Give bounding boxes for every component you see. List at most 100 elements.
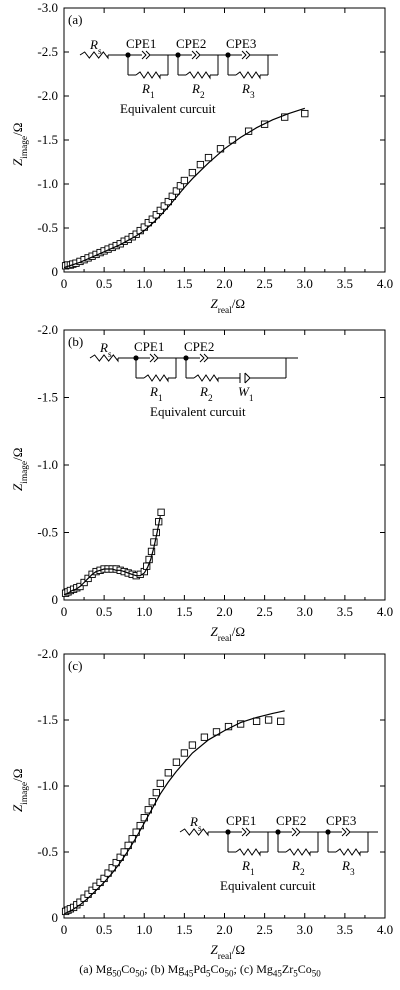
data-point bbox=[157, 508, 165, 516]
x-tick-label: 1.0 bbox=[136, 604, 152, 619]
data-point bbox=[164, 197, 172, 206]
data-point bbox=[104, 869, 112, 877]
data-point bbox=[148, 215, 156, 223]
x-tick-label: 1.0 bbox=[136, 276, 152, 291]
circuit-label-rs: Rs bbox=[89, 37, 102, 57]
caption-part-b: (b) Mg45Pd5Co50; bbox=[150, 962, 237, 979]
data-point bbox=[152, 788, 160, 797]
circuit-title: Equivalent curcuit bbox=[220, 878, 316, 893]
y-tick-label: -0.5 bbox=[37, 525, 58, 540]
x-tick-label: 2.0 bbox=[216, 604, 232, 619]
warburg-symbol bbox=[244, 372, 251, 384]
data-point bbox=[204, 153, 213, 162]
x-tick-label: 0.5 bbox=[96, 922, 112, 937]
plot-frame bbox=[63, 7, 386, 273]
x-tick-label: 2.0 bbox=[216, 922, 232, 937]
cpe-symbol bbox=[291, 827, 301, 837]
circuit-label-r3: R3 bbox=[241, 81, 255, 101]
resistor-symbol bbox=[179, 828, 209, 837]
y-tick-label: 0 bbox=[52, 910, 59, 925]
x-tick-label: 4.0 bbox=[377, 922, 393, 937]
equivalent-circuit-inset: Rs CPE1 R1 CPE2 R2 CPE3 R3 Equivalent curcuit bbox=[179, 813, 378, 893]
data-point bbox=[180, 176, 189, 185]
caption-formula-b: Mg45Pd5Co50 bbox=[167, 962, 234, 979]
resistor-symbol bbox=[135, 71, 161, 80]
data-point bbox=[156, 206, 164, 215]
x-axis-label: Zreal/Ω bbox=[211, 296, 246, 316]
data-point bbox=[277, 717, 285, 725]
panel-label: (b) bbox=[68, 334, 83, 349]
data-point bbox=[156, 779, 164, 788]
data-point bbox=[112, 858, 120, 867]
cpe-symbol bbox=[241, 827, 251, 837]
circuit-label-r2: R2 bbox=[191, 81, 205, 101]
x-tick-label: 1.5 bbox=[176, 604, 192, 619]
x-tick-label: 0.5 bbox=[96, 276, 112, 291]
resistor-symbol bbox=[235, 848, 261, 857]
y-tick-label: -1.0 bbox=[37, 778, 58, 793]
chart-panel-a: 0 0.5 1.0 1.5 2.0 2.5 3.0 3.5 4.0 0 -0.5 -1.0 -1.5 -2… bbox=[10, 0, 393, 316]
circuit-title: Equivalent curcuit bbox=[150, 404, 246, 419]
chart-panel-c: 0 0.5 1.0 1.5 2.0 2.5 3.0 3.5 4.0 0 -0.5 -1.0 -1.5 -2… bbox=[10, 646, 393, 962]
cpe-symbol bbox=[191, 50, 201, 60]
cpe-symbol bbox=[141, 50, 151, 60]
y-tick-label: 0 bbox=[52, 592, 59, 607]
circuit-label-r3: R3 bbox=[341, 858, 355, 878]
caption-formula-c: Mg45Zr5Co50 bbox=[256, 962, 321, 979]
x-tick-label: 1.0 bbox=[136, 922, 152, 937]
circuit-label-cpe1: CPE1 bbox=[134, 339, 164, 354]
circuit-label-cpe2: CPE2 bbox=[184, 339, 214, 354]
y-tick-label: -2.5 bbox=[37, 44, 58, 59]
data-point bbox=[264, 716, 273, 724]
y-tick-label: -1.5 bbox=[37, 712, 58, 727]
equivalent-circuit-inset: Rs CPE1 R1 CPE2 R2 CPE3 R3 Equivalent curcuit bbox=[79, 36, 278, 116]
circuit-label-r1: R1 bbox=[149, 384, 163, 404]
x-tick-label: 3.5 bbox=[337, 604, 353, 619]
x-tick-label: 2.0 bbox=[216, 276, 232, 291]
x-tick-label: 1.5 bbox=[176, 276, 192, 291]
y-tick-label: -1.0 bbox=[37, 176, 58, 191]
resistor-symbol bbox=[79, 51, 109, 60]
y-tick-label: -1.5 bbox=[37, 390, 58, 405]
data-point bbox=[180, 749, 189, 757]
y-tick-label: 0 bbox=[52, 264, 59, 279]
data-point bbox=[252, 717, 261, 725]
y-tick-label: -3.0 bbox=[37, 0, 58, 15]
data-point bbox=[281, 113, 289, 121]
chart-panel-b: 0 0.5 1.0 1.5 2.0 2.5 3.0 3.5 4.0 0 -0.5 -1.0 -1.5 -2… bbox=[10, 322, 393, 644]
x-tick-label: 3.0 bbox=[297, 922, 313, 937]
x-tick-label: 3.0 bbox=[297, 276, 313, 291]
resistor-symbol bbox=[285, 848, 311, 857]
y-tick-label: -2.0 bbox=[37, 646, 58, 661]
data-point bbox=[164, 769, 172, 777]
circuit-label-cpe2: CPE2 bbox=[276, 813, 306, 828]
y-tick-label: -1.0 bbox=[37, 457, 58, 472]
fit-curve bbox=[63, 107, 305, 269]
y-axis-label: Zimage/Ω bbox=[10, 448, 30, 491]
x-tick-label: 2.5 bbox=[257, 922, 273, 937]
x-tick-label: 0 bbox=[61, 604, 68, 619]
data-point bbox=[152, 211, 160, 219]
y-axis-label: Zimage/Ω bbox=[10, 123, 30, 166]
circuit-label-rs: Rs bbox=[99, 340, 112, 360]
data-point bbox=[172, 758, 181, 766]
resistor-symbol bbox=[335, 848, 361, 857]
fit-curve bbox=[63, 710, 285, 915]
resistor-symbol bbox=[143, 374, 169, 383]
x-tick-label: 0 bbox=[61, 922, 68, 937]
circuit-label-w1: W1 bbox=[238, 384, 254, 404]
circuit-label-r2: R2 bbox=[199, 384, 213, 404]
circuit-label-r1: R1 bbox=[141, 81, 155, 101]
caption-part-a: (a) Mg50Co50; bbox=[79, 962, 148, 979]
data-point bbox=[108, 864, 116, 872]
data-point bbox=[188, 741, 197, 749]
x-tick-label: 2.5 bbox=[257, 276, 273, 291]
resistor-symbol bbox=[193, 374, 219, 383]
x-axis-label: Zreal/Ω bbox=[211, 624, 246, 644]
cpe-symbol bbox=[241, 50, 251, 60]
data-point bbox=[196, 160, 205, 169]
caption-formula-a: Mg50Co50 bbox=[95, 962, 145, 979]
x-tick-label: 0.5 bbox=[96, 604, 112, 619]
